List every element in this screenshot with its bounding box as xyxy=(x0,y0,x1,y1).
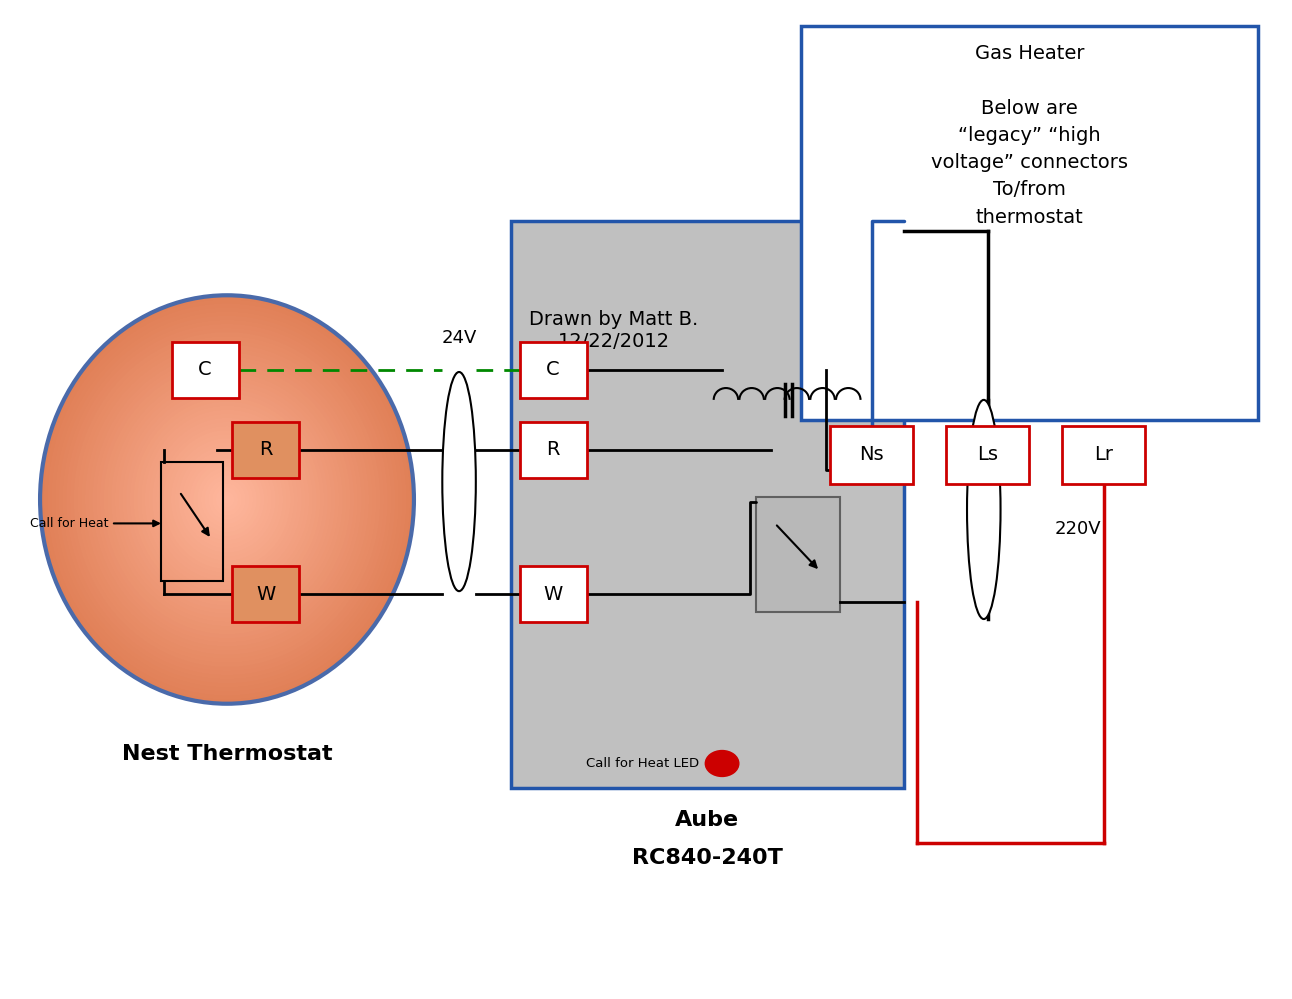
Text: Ls: Ls xyxy=(977,446,999,465)
Ellipse shape xyxy=(78,336,376,663)
Ellipse shape xyxy=(96,357,358,642)
Ellipse shape xyxy=(182,451,271,548)
Ellipse shape xyxy=(145,410,309,589)
Ellipse shape xyxy=(160,426,295,573)
Ellipse shape xyxy=(167,435,287,564)
Ellipse shape xyxy=(58,316,395,683)
Bar xyxy=(162,462,224,581)
Bar xyxy=(510,221,904,788)
Ellipse shape xyxy=(85,345,370,654)
Ellipse shape xyxy=(89,349,366,650)
Text: Aube: Aube xyxy=(676,810,739,830)
Ellipse shape xyxy=(123,386,332,613)
Text: RC840-240T: RC840-240T xyxy=(632,848,783,868)
Text: Gas Heater

Below are
“legacy” “high
voltage” connectors
To/from
thermostat: Gas Heater Below are “legacy” “high volt… xyxy=(932,44,1128,227)
Ellipse shape xyxy=(133,398,320,601)
Ellipse shape xyxy=(62,320,391,679)
Ellipse shape xyxy=(137,402,317,597)
Bar xyxy=(831,426,913,484)
Ellipse shape xyxy=(442,372,475,591)
Text: Drawn by Matt B.
12/22/2012: Drawn by Matt B. 12/22/2012 xyxy=(530,310,699,351)
Ellipse shape xyxy=(44,300,410,699)
Ellipse shape xyxy=(127,390,328,609)
Ellipse shape xyxy=(194,463,261,536)
Text: W: W xyxy=(544,584,563,603)
Text: 24V: 24V xyxy=(442,329,477,347)
Ellipse shape xyxy=(119,381,336,618)
Text: Nest Thermostat: Nest Thermostat xyxy=(121,743,332,763)
Ellipse shape xyxy=(174,443,279,556)
Text: Call for Heat LED: Call for Heat LED xyxy=(585,757,699,770)
Ellipse shape xyxy=(107,369,346,630)
Bar xyxy=(519,422,587,478)
Ellipse shape xyxy=(74,332,380,667)
Text: Ns: Ns xyxy=(859,446,884,465)
Ellipse shape xyxy=(141,406,313,593)
Bar xyxy=(233,422,300,478)
Ellipse shape xyxy=(220,492,234,507)
Ellipse shape xyxy=(152,418,302,581)
Ellipse shape xyxy=(103,365,350,634)
Ellipse shape xyxy=(186,455,269,544)
Text: R: R xyxy=(547,441,559,460)
Bar xyxy=(756,498,840,611)
Text: R: R xyxy=(258,441,273,460)
Text: C: C xyxy=(198,361,212,380)
Ellipse shape xyxy=(224,496,231,503)
Text: Lr: Lr xyxy=(1094,446,1114,465)
Ellipse shape xyxy=(52,308,403,691)
Ellipse shape xyxy=(204,475,249,524)
Text: W: W xyxy=(256,584,275,603)
Text: C: C xyxy=(547,361,559,380)
Ellipse shape xyxy=(164,430,291,569)
Bar xyxy=(519,566,587,622)
Ellipse shape xyxy=(156,422,298,577)
Ellipse shape xyxy=(149,414,305,585)
Ellipse shape xyxy=(81,341,373,658)
Ellipse shape xyxy=(129,394,324,605)
Ellipse shape xyxy=(40,296,413,703)
Ellipse shape xyxy=(111,373,342,626)
Ellipse shape xyxy=(212,484,242,515)
Ellipse shape xyxy=(198,467,257,532)
Ellipse shape xyxy=(190,459,265,540)
Text: 220V: 220V xyxy=(1054,520,1101,538)
Ellipse shape xyxy=(171,439,283,560)
Bar xyxy=(801,26,1258,420)
Ellipse shape xyxy=(208,480,245,519)
Bar xyxy=(519,342,587,398)
Circle shape xyxy=(705,750,739,776)
Ellipse shape xyxy=(56,312,399,687)
Ellipse shape xyxy=(115,377,340,622)
Bar xyxy=(172,342,239,398)
Ellipse shape xyxy=(93,353,362,646)
Bar xyxy=(233,566,300,622)
Ellipse shape xyxy=(216,488,238,511)
Ellipse shape xyxy=(70,328,384,671)
Ellipse shape xyxy=(99,361,354,638)
Ellipse shape xyxy=(48,304,407,695)
Ellipse shape xyxy=(66,324,388,675)
Ellipse shape xyxy=(178,447,275,552)
Bar xyxy=(946,426,1028,484)
Ellipse shape xyxy=(200,471,253,528)
Bar xyxy=(1062,426,1145,484)
Ellipse shape xyxy=(966,400,1000,619)
Text: Call for Heat: Call for Heat xyxy=(30,516,159,529)
